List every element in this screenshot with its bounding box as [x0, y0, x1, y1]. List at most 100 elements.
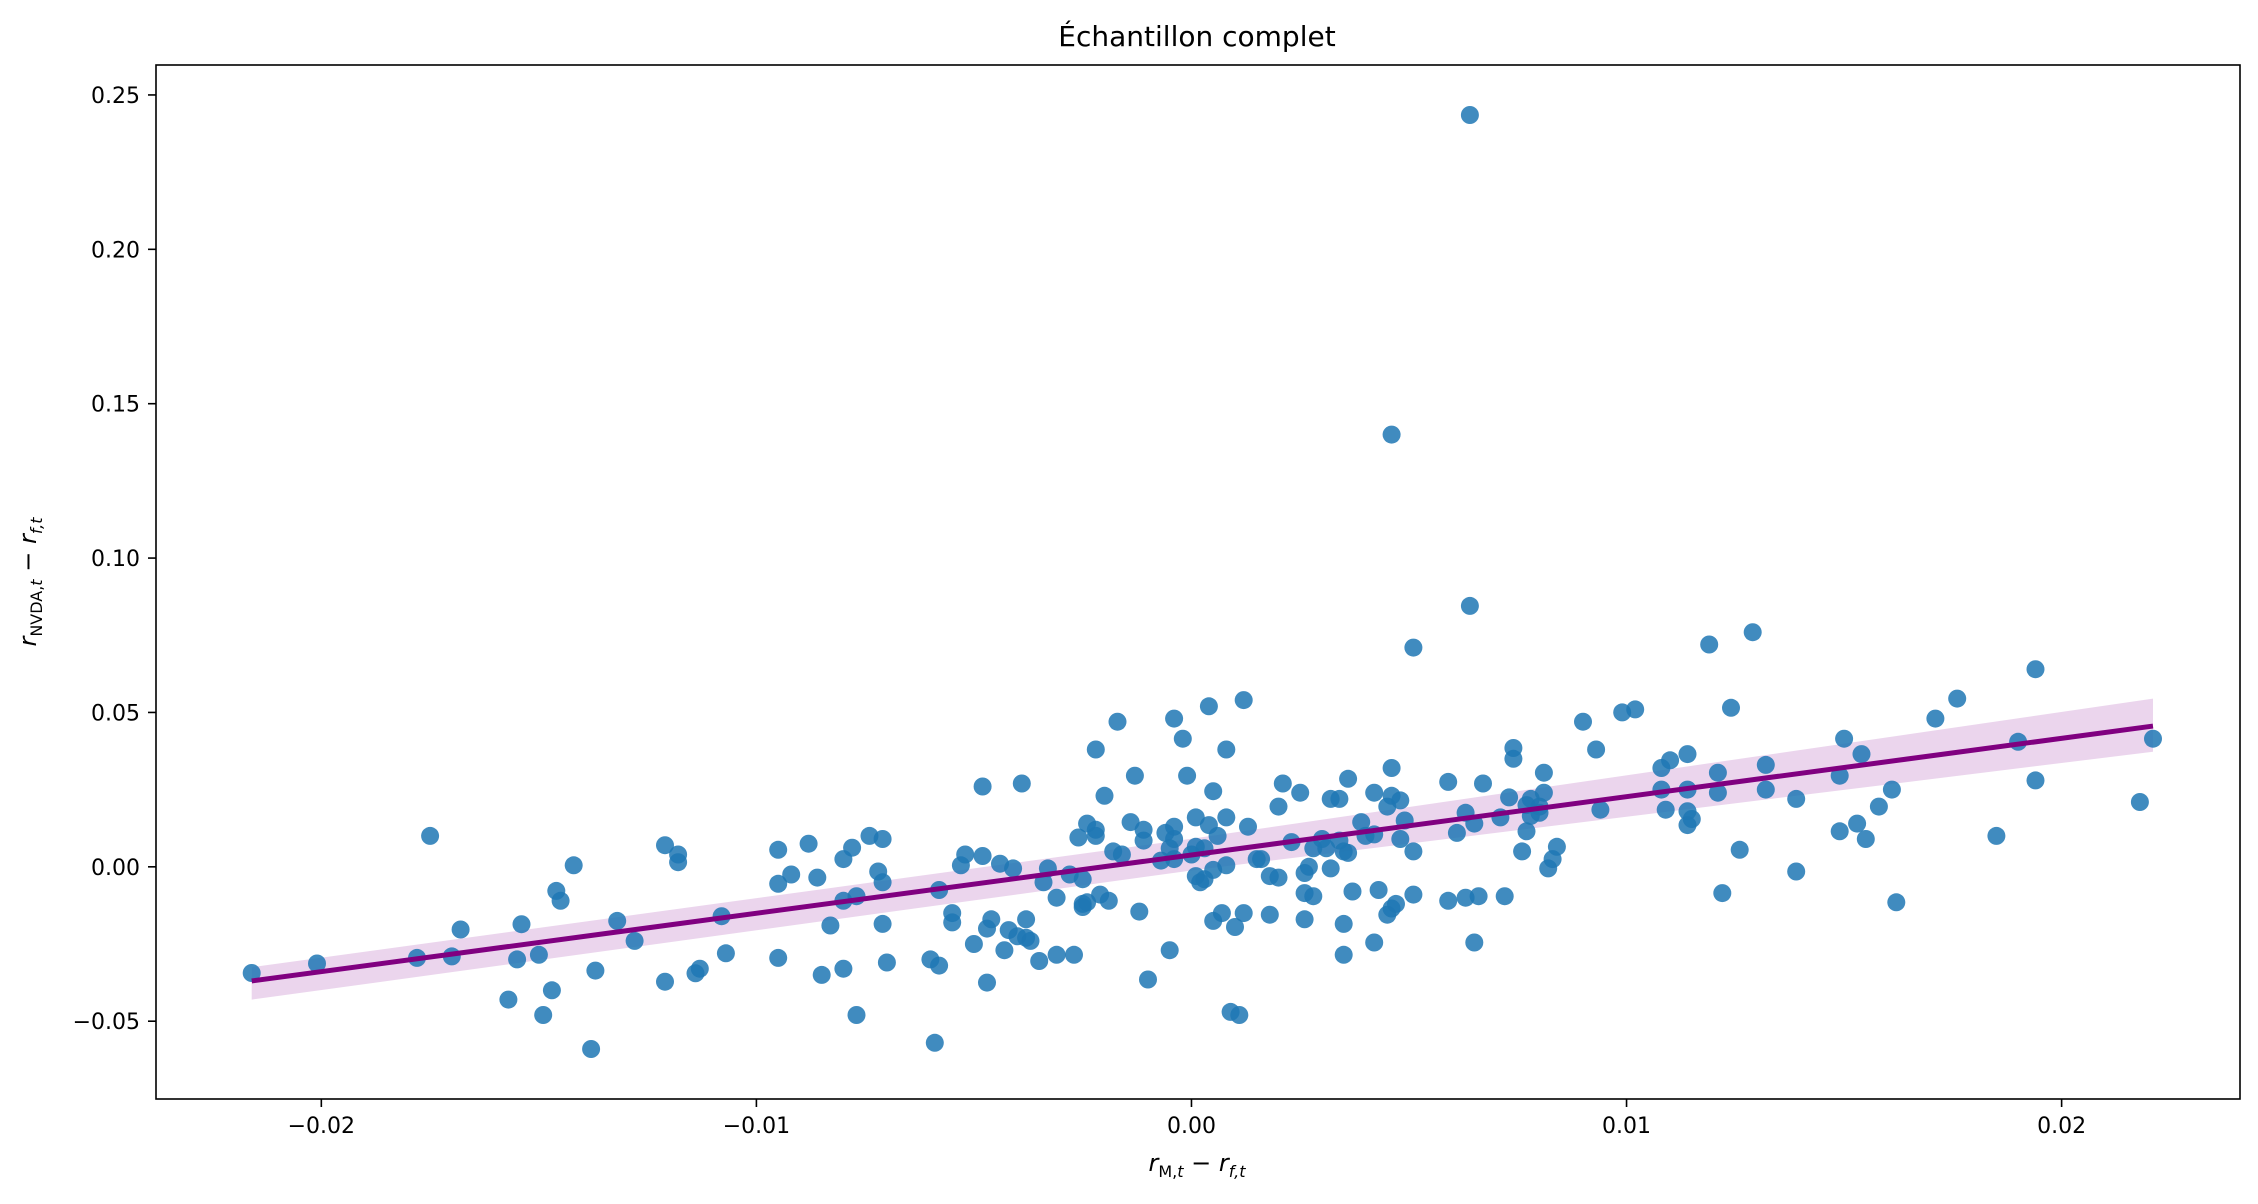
data-point-231: [1830, 822, 1849, 841]
x-axis-ticks: −0.02 −0.01 0.00 0.01 0.02: [288, 1099, 2086, 1139]
data-point-177: [1439, 772, 1458, 791]
data-point-102: [1165, 709, 1184, 728]
data-point-220: [1708, 763, 1727, 782]
data-point-229: [1787, 862, 1806, 881]
data-point-33: [812, 965, 831, 984]
axes-frame: [155, 64, 2241, 1100]
data-point-163: [1369, 881, 1388, 899]
data-point-194: [1517, 822, 1536, 841]
y-tick-label-2: 0.05: [91, 701, 140, 726]
data-point-124: [1217, 856, 1236, 875]
data-point-92: [1121, 813, 1140, 832]
data-point-209: [1626, 700, 1645, 719]
y-tick-label-1: 0.00: [91, 856, 140, 881]
data-point-161: [1365, 783, 1384, 802]
data-point-246: [2144, 729, 2162, 748]
data-point-132: [1252, 850, 1271, 869]
data-point-218: [1682, 810, 1701, 828]
data-point-26: [716, 944, 735, 963]
data-point-117: [1204, 782, 1223, 801]
data-point-179: [1447, 823, 1466, 842]
data-point-96: [1134, 831, 1153, 850]
data-point-154: [1334, 945, 1353, 964]
data-point-0: [242, 964, 261, 982]
data-point-62: [995, 941, 1014, 960]
data-point-147: [1317, 839, 1336, 858]
data-point-221: [1708, 783, 1727, 802]
data-point-44: [873, 873, 892, 892]
data-point-236: [1869, 797, 1888, 816]
data-point-241: [1987, 826, 2006, 845]
data-point-70: [1030, 952, 1049, 970]
data-point-91: [1112, 845, 1131, 864]
data-point-73: [1047, 945, 1066, 964]
data-point-40: [847, 1006, 866, 1024]
data-point-143: [1299, 857, 1318, 876]
data-point-183: [1460, 596, 1479, 615]
data-point-116: [1199, 697, 1218, 716]
data-point-174: [1404, 638, 1423, 657]
data-point-64: [1004, 859, 1023, 878]
data-point-66: [1012, 774, 1031, 793]
data-point-168: [1382, 759, 1401, 777]
data-point-201: [1534, 763, 1553, 782]
data-point-29: [769, 948, 788, 967]
data-point-222: [1713, 884, 1732, 903]
data-point-170: [1387, 894, 1405, 913]
data-point-186: [1469, 887, 1488, 906]
data-point-243: [2026, 660, 2045, 679]
data-point-19: [656, 836, 674, 855]
data-point-126: [1226, 918, 1244, 936]
data-point-200: [1534, 783, 1553, 802]
data-point-180: [1456, 888, 1475, 907]
data-point-189: [1495, 887, 1514, 906]
y-tick-label-0: −0.05: [73, 1010, 140, 1035]
data-point-16: [586, 961, 605, 980]
data-point-151: [1330, 789, 1349, 808]
data-point-182: [1460, 106, 1479, 124]
data-point-38: [843, 838, 862, 857]
data-point-171: [1391, 830, 1410, 848]
y-axis-label: rNVDA,t − rf,t: [14, 517, 46, 647]
y-tick-label-3: 0.10: [91, 547, 140, 572]
data-point-24: [690, 959, 709, 978]
data-point-190: [1500, 788, 1519, 807]
data-point-85: [1086, 826, 1105, 845]
data-point-18: [625, 931, 644, 950]
data-point-230: [1830, 766, 1849, 785]
chart-title: Échantillon complet: [1058, 19, 1335, 53]
data-point-184: [1465, 933, 1484, 952]
y-tick-label-5: 0.20: [91, 238, 140, 263]
y-axis-ticks: −0.05 0.00 0.05 0.10 0.15 0.20 0.25: [73, 84, 156, 1035]
data-point-43: [873, 830, 892, 848]
data-point-58: [978, 973, 996, 992]
data-point-6: [499, 990, 518, 1009]
data-point-134: [1260, 905, 1279, 924]
data-point-11: [542, 981, 561, 1000]
data-point-155: [1339, 769, 1358, 788]
data-point-175: [1404, 842, 1423, 861]
data-point-219: [1700, 635, 1719, 654]
data-point-76: [1065, 945, 1083, 964]
data-point-130: [1239, 817, 1257, 836]
data-point-103: [1165, 817, 1184, 836]
data-point-14: [564, 856, 583, 875]
data-point-123: [1217, 808, 1236, 827]
data-point-158: [1352, 813, 1371, 832]
data-point-5: [451, 920, 470, 939]
data-point-212: [1656, 800, 1675, 819]
plot-area: [242, 106, 2162, 1058]
data-point-153: [1334, 914, 1353, 933]
data-point-157: [1343, 882, 1362, 901]
data-point-69: [1021, 931, 1040, 950]
data-point-139: [1291, 783, 1310, 802]
x-tick-label-0: −0.02: [288, 1114, 355, 1139]
y-tick-label-6: 0.25: [91, 84, 140, 109]
data-point-224: [1730, 840, 1749, 859]
data-point-94: [1130, 902, 1149, 921]
data-point-226: [1756, 755, 1775, 774]
regression-line: [251, 723, 2154, 984]
data-point-205: [1574, 712, 1592, 731]
data-point-233: [1848, 814, 1867, 833]
